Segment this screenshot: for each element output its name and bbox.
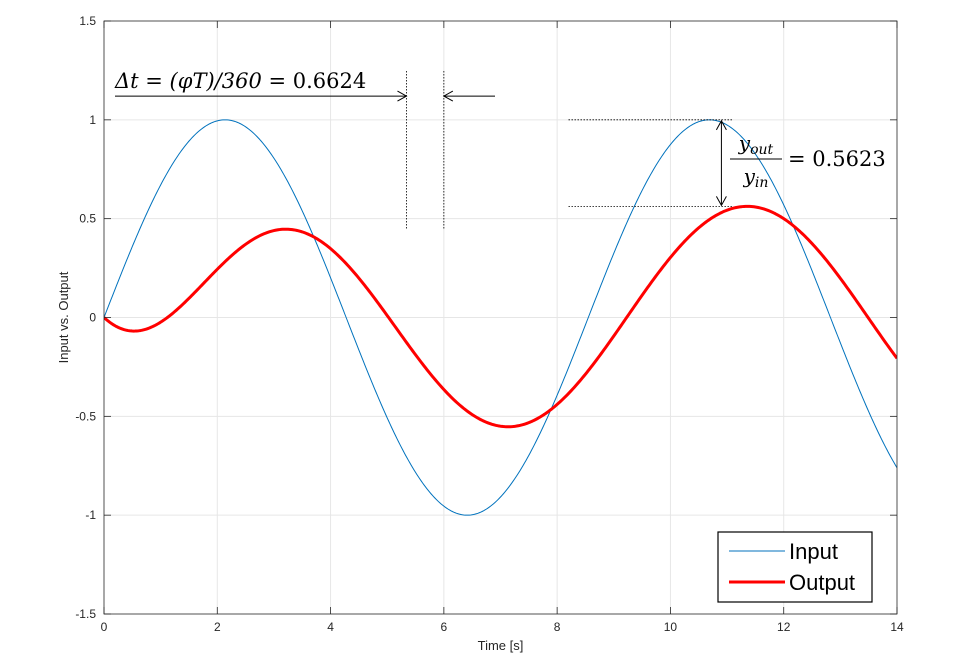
- y-tick-label: 0: [89, 311, 96, 325]
- x-tick-label: 6: [441, 620, 448, 634]
- ratio-denominator-symbol: y: [743, 164, 756, 188]
- ratio-numerator-subscript: out: [750, 142, 773, 158]
- x-tick-label: 8: [554, 620, 561, 634]
- ratio-arrowhead-top: [715, 119, 727, 131]
- y-tick-label: 1: [89, 113, 96, 127]
- x-tick-label: 0: [101, 620, 108, 634]
- ratio-arrowhead-bottom: [715, 196, 727, 207]
- ratio-denominator-subscript: in: [755, 175, 769, 191]
- x-tick-label: 10: [664, 620, 678, 634]
- ticks: 0 2 4 6 8 10 12 14 -1.5 -1 -0.5 0 0.5 1 1.5: [75, 14, 904, 634]
- legend: Input Output: [717, 531, 873, 603]
- y-tick-label: -0.5: [75, 409, 96, 423]
- ratio-numerator: yout: [738, 131, 774, 158]
- delta-t-formula-prefix: Δt = (φT)/360 =: [114, 69, 293, 93]
- delta-t-value: 0.6624: [293, 69, 366, 93]
- series-line-output: [104, 204, 897, 429]
- y-axis-label: Input vs. Output: [56, 271, 71, 363]
- ratio-denominator: yin: [743, 164, 769, 191]
- delta-t-arrowhead-right: [442, 90, 454, 102]
- y-tick-label: -1: [85, 508, 96, 522]
- legend-label-input: Input: [789, 539, 838, 564]
- x-tick-label: 14: [890, 620, 904, 634]
- legend-box: [717, 531, 873, 603]
- x-axis-label: Time [s]: [478, 638, 524, 653]
- legend-label-output: Output: [789, 570, 855, 595]
- y-tick-label: -1.5: [75, 607, 96, 621]
- x-tick-label: 12: [777, 620, 791, 634]
- x-tick-label: 2: [214, 620, 221, 634]
- y-tick-label: 0.5: [79, 212, 96, 226]
- series-line-input: [104, 119, 897, 516]
- ratio-numerator-symbol: y: [738, 131, 751, 155]
- y-tick-label: 1.5: [79, 14, 96, 28]
- ratio-value: = 0.5623: [788, 147, 886, 171]
- delta-t-arrowhead-left: [397, 90, 408, 102]
- x-tick-label: 4: [327, 620, 334, 634]
- series-layer: [104, 119, 897, 516]
- delta-t-formula: Δt = (φT)/360 = 0.6624: [114, 69, 366, 93]
